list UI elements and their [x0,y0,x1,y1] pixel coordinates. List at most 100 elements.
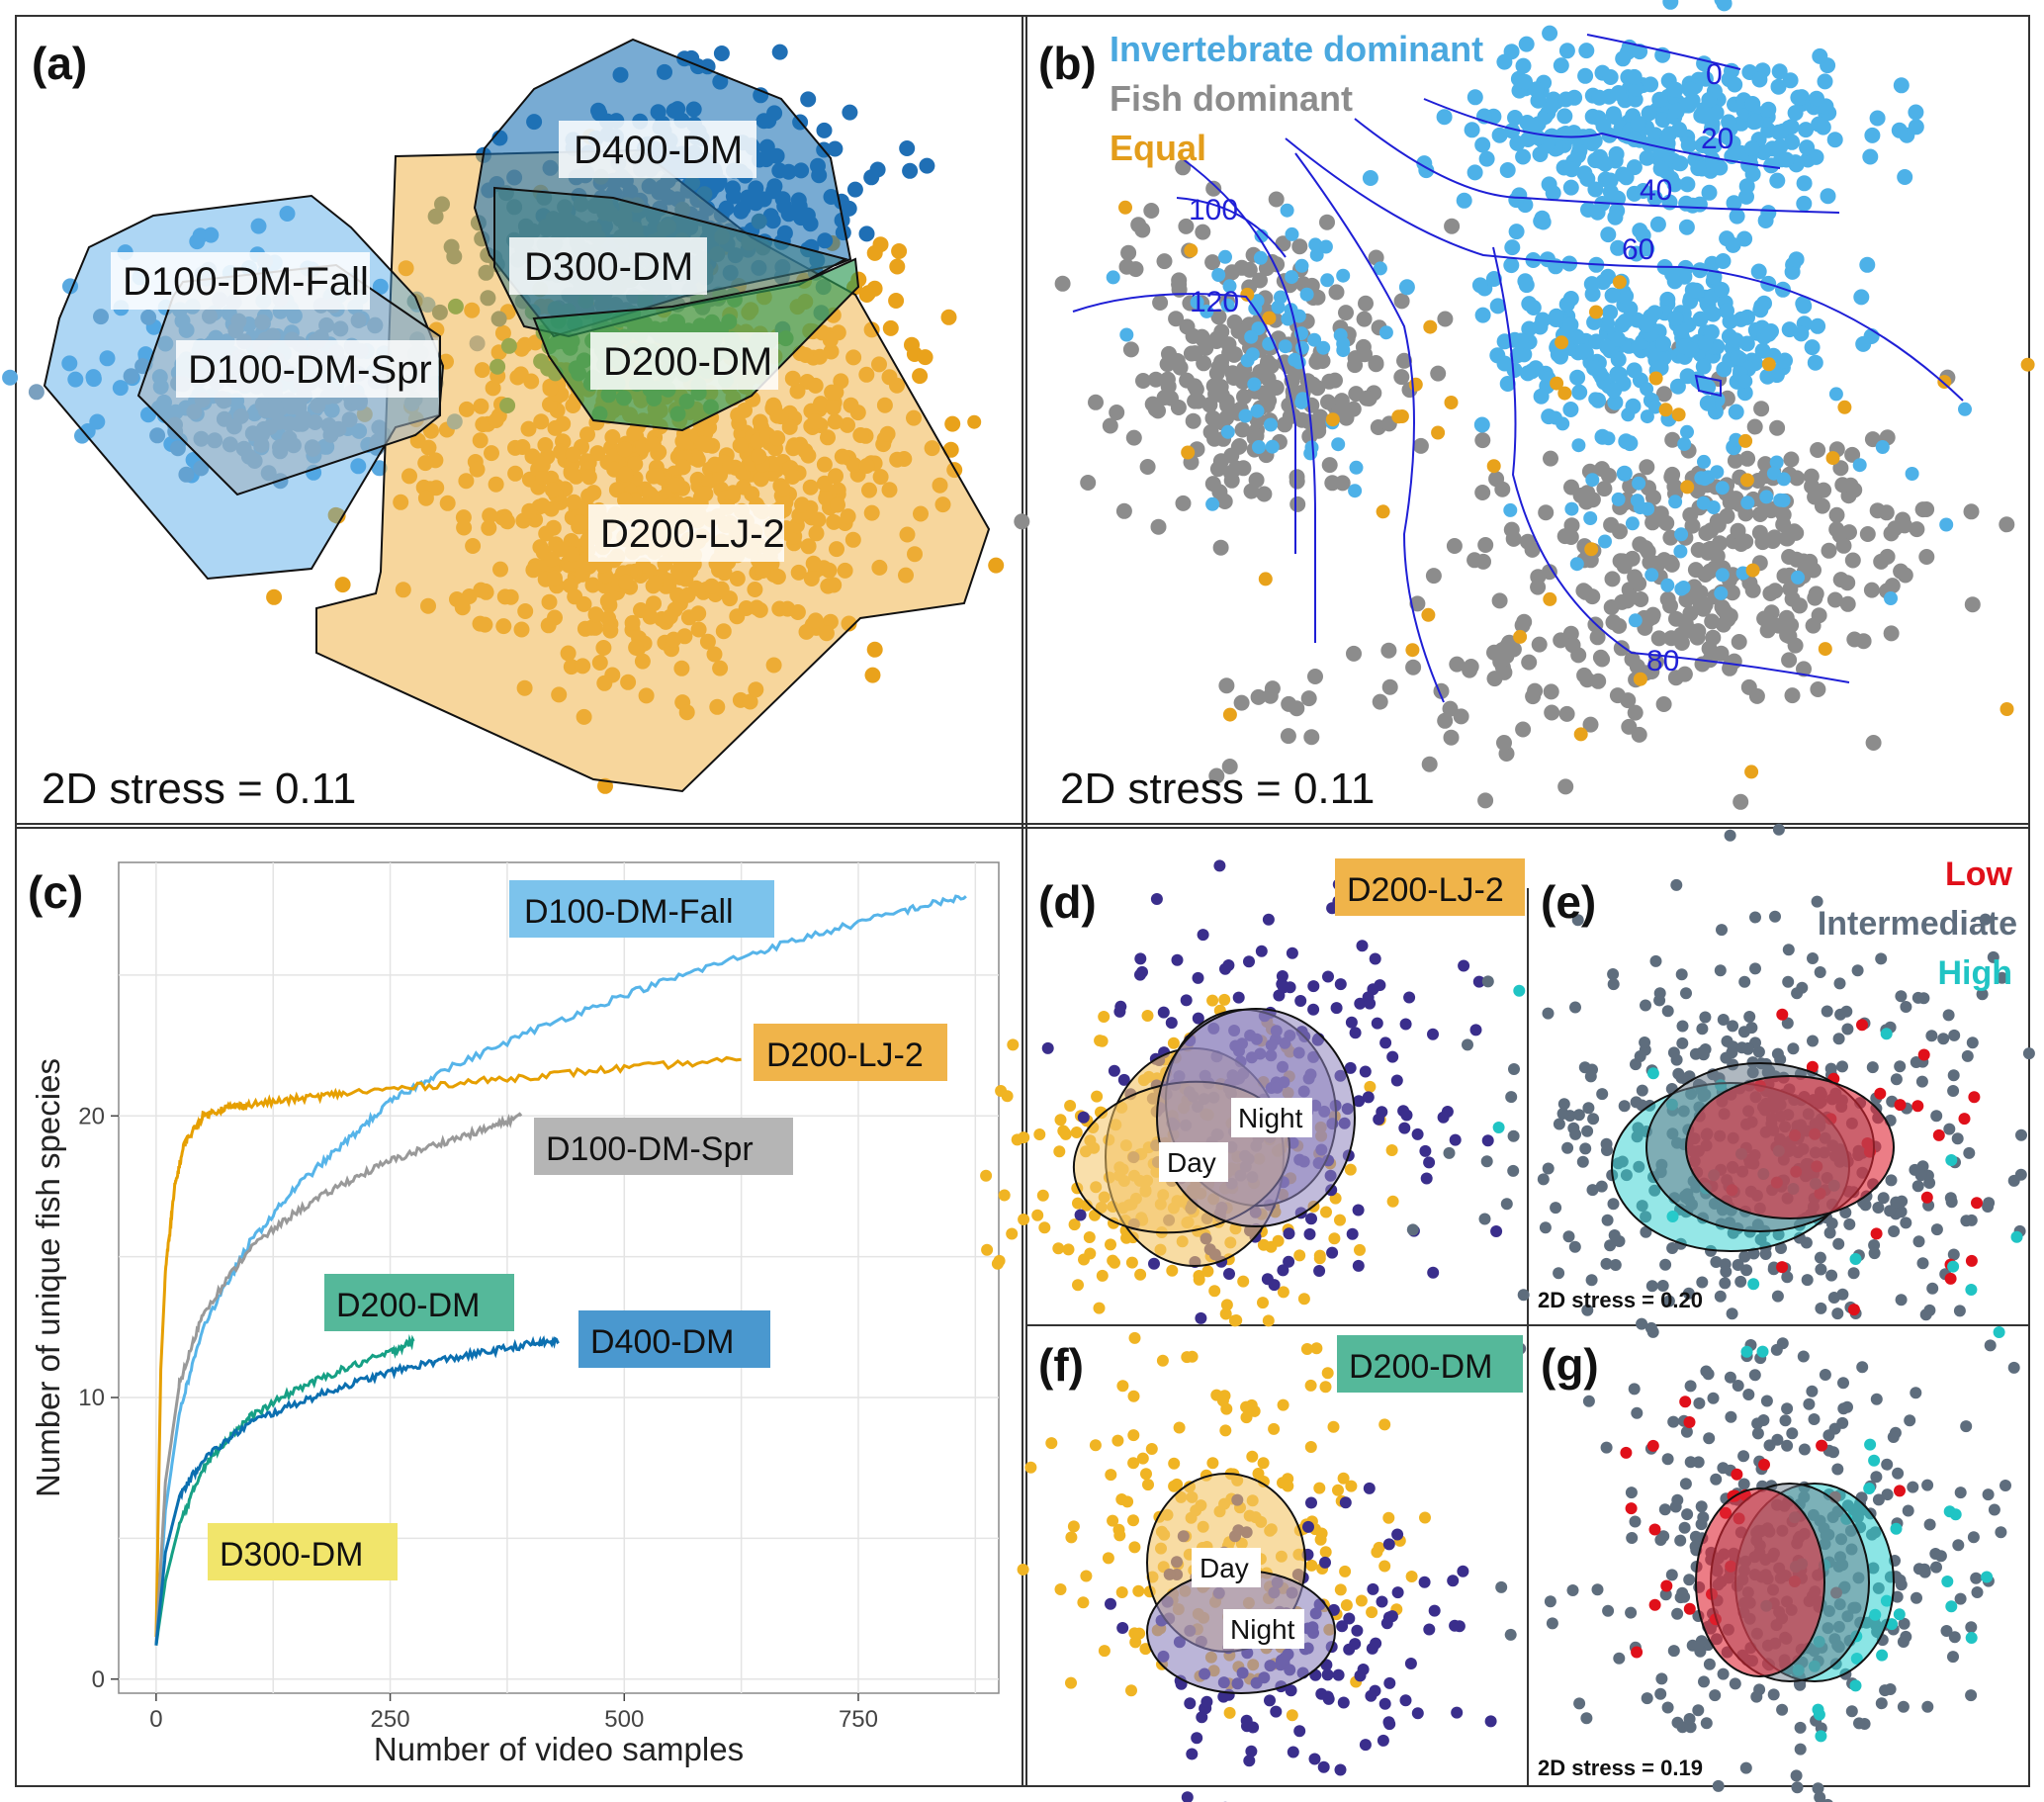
point-d100-dm-fall [372,278,389,295]
point-d400-dm [713,45,730,61]
point-intermediate [1745,1022,1758,1035]
point-intermediate [1749,962,1761,975]
point-intermediate [1734,1275,1747,1288]
point-equal [1222,707,1237,722]
point-night [1186,1748,1199,1760]
ellipse-label-day: Day [1192,1548,1261,1587]
panel-e-label: (e) [1541,876,1596,928]
point-night [1321,1668,1334,1681]
point-intermediate [1683,1574,1696,1586]
point-intermediate [1557,1098,1570,1111]
point-day [1327,1420,1340,1433]
point-high [1965,1632,1978,1644]
point-day [1277,1398,1289,1411]
point-intermediate [1963,1146,1976,1159]
point-invertebrate [1820,188,1836,205]
point-invertebrate [1757,213,1774,228]
point-d400-dm [858,225,875,242]
point-intermediate [1902,1504,1914,1517]
curve-d100-dm-spr [154,1112,523,1646]
point-day [1208,1285,1221,1298]
y-tick-label: 0 [92,1667,105,1693]
point-low [1660,1579,1673,1592]
point-fish-dominant [1614,593,1631,610]
point-fish-dominant [1147,371,1164,388]
point-day [1065,1531,1078,1544]
point-invertebrate [1680,136,1697,153]
point-intermediate [1608,1229,1621,1241]
point-intermediate [1674,1534,1687,1547]
point-intermediate [1640,999,1651,1012]
point-equal [967,414,982,429]
point-fish-dominant [1666,479,1683,495]
point-night [1192,971,1204,984]
point-intermediate [1925,1030,1938,1042]
point-day [1354,1243,1366,1256]
point-fish-dominant [1655,386,1672,403]
point-invertebrate [1515,148,1532,165]
point-fish-dominant [1828,521,1845,538]
point-fish-dominant [1156,390,1173,405]
point-low [1894,1099,1907,1112]
point-intermediate [1831,1463,1844,1476]
point-intermediate [1645,1280,1658,1293]
point-fish-dominant [1281,695,1297,712]
point-night [1171,953,1184,966]
point-intermediate [1604,1239,1617,1252]
point-invertebrate [1714,282,1730,298]
point-d100-dm-fall [85,371,102,388]
point-invertebrate [1698,107,1715,123]
point-day [1319,1546,1332,1559]
point-low [1631,1646,1644,1659]
point-intermediate [1832,1237,1845,1250]
point-intermediate [1684,1456,1697,1469]
point-fish-dominant [1338,305,1354,321]
point-invertebrate [1616,465,1633,482]
point-d400-dm [919,157,935,174]
point-fish-dominant [1746,418,1763,435]
legend-high: High [1937,954,2012,992]
panel-b-nmds: 0 20 40 60 80 100 120 (b) Invertebrate d… [967,0,2035,813]
point-day [1223,1706,1236,1719]
point-d100-dm-fall [189,233,206,250]
point-high [1941,1576,1954,1587]
point-intermediate [1900,1001,1912,1013]
point-fish-dominant [1221,759,1238,774]
point-invertebrate [1679,368,1696,385]
point-night [1134,952,1147,965]
point-equal [2020,357,2035,372]
point-invertebrate [1743,140,1760,156]
point-equal [1589,305,1603,319]
point-invertebrate [1763,157,1780,174]
point-invertebrate [1738,374,1753,389]
point-intermediate [1700,1717,1713,1730]
point-fish-dominant [1783,451,1800,468]
point-invertebrate [1667,311,1684,326]
point-equal [1680,480,1695,495]
point-intermediate [1782,975,1795,988]
point-day [1228,1314,1241,1327]
point-invertebrate [1683,341,1700,358]
point-day [1115,1586,1128,1598]
point-intermediate [1947,1248,1960,1261]
point-intermediate [1995,1526,2007,1539]
point-invertebrate [1575,343,1592,360]
point-intermediate [1542,1007,1555,1020]
point-fish-dominant [1014,513,1030,530]
point-intermediate [1952,1539,1965,1552]
point-fish-dominant [1212,539,1229,556]
point-high [1849,1679,1862,1692]
point-high [1756,1345,1769,1358]
point-night [1356,940,1369,952]
point-fish-dominant [1494,642,1511,659]
point-d400-dm [846,181,863,198]
point-invertebrate [1553,57,1569,74]
point-night [1213,859,1226,872]
point-fish-dominant [1807,589,1823,606]
point-intermediate [1831,1307,1844,1320]
point-d100-dm-fall [61,355,78,372]
point-d100-dm-spr [28,384,44,401]
point-intermediate [1911,1180,1924,1193]
point-fish-dominant [1655,696,1672,712]
